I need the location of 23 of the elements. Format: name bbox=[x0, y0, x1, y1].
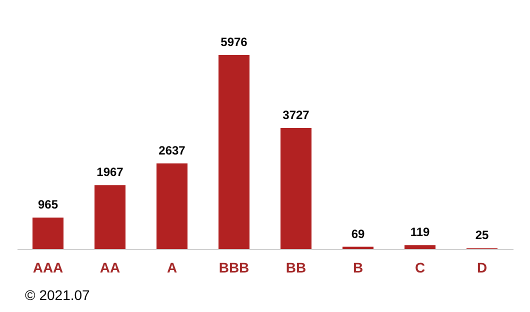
data-label: 2637 bbox=[158, 143, 186, 158]
data-label: 69 bbox=[351, 226, 365, 241]
bar bbox=[404, 245, 436, 249]
x-tick-label: A bbox=[166, 260, 178, 276]
x-tick-label: B bbox=[352, 260, 364, 276]
x-tick-label: AAA bbox=[32, 260, 64, 276]
bar bbox=[280, 128, 312, 249]
data-label: 119 bbox=[410, 225, 430, 240]
x-tick-label: BBB bbox=[218, 260, 250, 276]
x-tick-label: AA bbox=[100, 260, 120, 276]
data-label: 1967 bbox=[96, 165, 124, 180]
x-tick-label: C bbox=[414, 260, 426, 276]
data-label: 965 bbox=[38, 198, 58, 212]
bar bbox=[156, 163, 188, 249]
x-tick-label: D bbox=[476, 260, 488, 276]
x-tick-label: BB bbox=[286, 260, 306, 276]
bar bbox=[32, 218, 64, 249]
bar bbox=[218, 55, 250, 249]
data-label: 3727 bbox=[282, 108, 310, 122]
data-label: 5976 bbox=[220, 35, 248, 49]
bar bbox=[94, 185, 126, 249]
data-label: 25 bbox=[475, 228, 489, 242]
text: © 2021.07 bbox=[25, 287, 90, 303]
